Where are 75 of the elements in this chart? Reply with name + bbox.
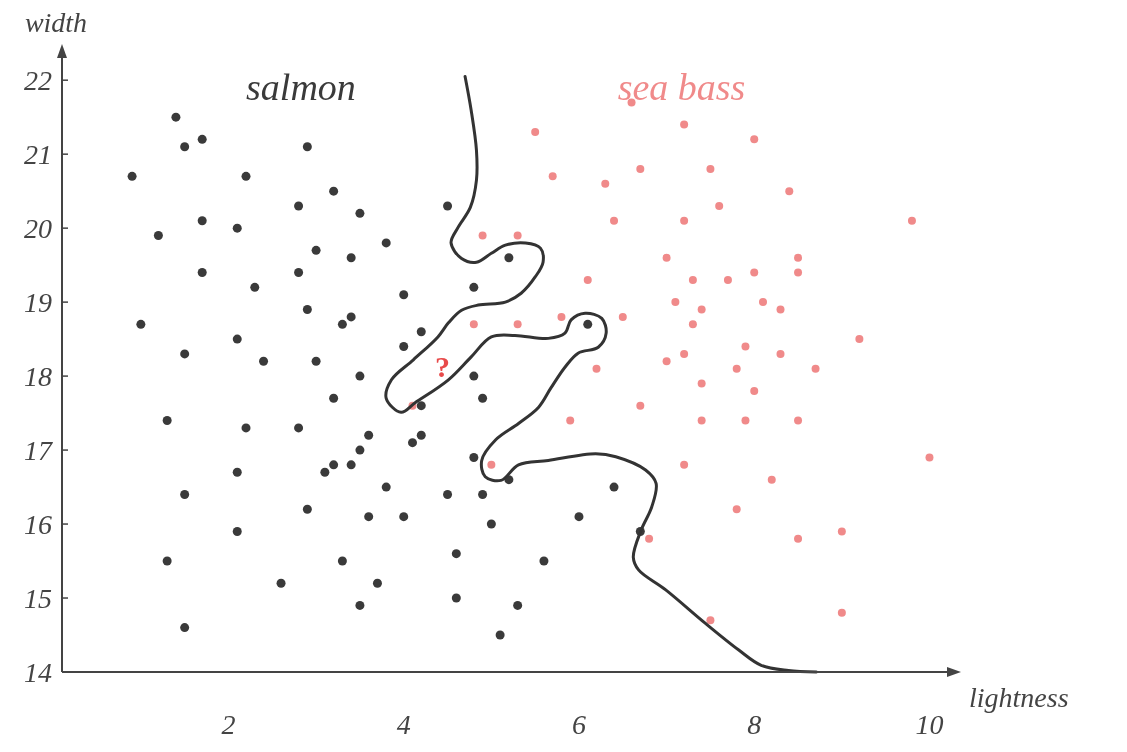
point	[750, 386, 759, 395]
point	[758, 298, 767, 307]
point	[513, 231, 522, 240]
point	[601, 179, 610, 188]
point	[741, 342, 750, 351]
line-series	[384, 74, 818, 674]
x-axis-title: lightness	[969, 682, 1069, 713]
point	[680, 460, 689, 469]
point	[680, 216, 689, 225]
point	[671, 298, 680, 307]
point	[741, 416, 750, 425]
series-label: salmon	[246, 66, 356, 108]
point	[662, 253, 671, 262]
point	[715, 201, 724, 210]
point	[469, 320, 478, 329]
point	[776, 349, 785, 358]
y-tick-label: 19	[24, 287, 52, 319]
point	[688, 320, 697, 329]
point	[794, 534, 803, 543]
point	[566, 416, 575, 425]
point	[907, 216, 916, 225]
point	[688, 275, 697, 284]
annotation: ?	[435, 350, 451, 383]
point	[750, 268, 759, 277]
point	[855, 335, 864, 344]
y-tick-label: 18	[24, 361, 52, 393]
point	[680, 349, 689, 358]
point	[706, 616, 715, 625]
point	[618, 312, 627, 321]
point	[750, 135, 759, 144]
point	[811, 364, 820, 373]
y-tick-label: 14	[24, 657, 52, 688]
point	[697, 379, 706, 388]
point	[662, 357, 671, 366]
y-axis-title: width	[24, 7, 88, 38]
x-tick-label: 10	[915, 709, 944, 740]
y-tick-label: 17	[24, 435, 53, 467]
point	[723, 275, 732, 284]
point	[680, 120, 689, 129]
x-tick-label: 8	[747, 709, 762, 740]
y-tick-label: 16	[24, 509, 52, 541]
series-label: sea bass	[617, 66, 746, 108]
x-tick-label: 2	[221, 709, 236, 740]
point	[557, 312, 566, 321]
point	[487, 460, 496, 469]
point	[785, 187, 794, 196]
point	[794, 268, 803, 277]
point	[794, 253, 803, 262]
point	[776, 305, 785, 314]
point	[767, 475, 776, 484]
y-tick-label: 21	[24, 139, 52, 171]
point	[837, 527, 846, 536]
y-tick-label: 20	[24, 213, 52, 245]
point	[478, 231, 487, 240]
point	[610, 216, 619, 225]
point	[645, 534, 654, 543]
point	[513, 320, 522, 329]
x-tick-label: 4	[396, 709, 411, 740]
y-tick-label: 15	[24, 583, 52, 615]
point	[592, 364, 601, 373]
point	[636, 164, 645, 173]
point	[583, 275, 592, 284]
point	[531, 127, 540, 136]
point	[697, 305, 706, 314]
point	[837, 608, 846, 617]
point	[548, 172, 557, 181]
point	[697, 416, 706, 425]
point	[636, 401, 645, 410]
y-tick-label: 22	[24, 65, 52, 97]
point	[732, 364, 741, 373]
point	[706, 164, 715, 173]
x-tick-label: 6	[571, 709, 586, 740]
point	[732, 505, 741, 514]
point	[794, 416, 803, 425]
point	[925, 453, 934, 462]
